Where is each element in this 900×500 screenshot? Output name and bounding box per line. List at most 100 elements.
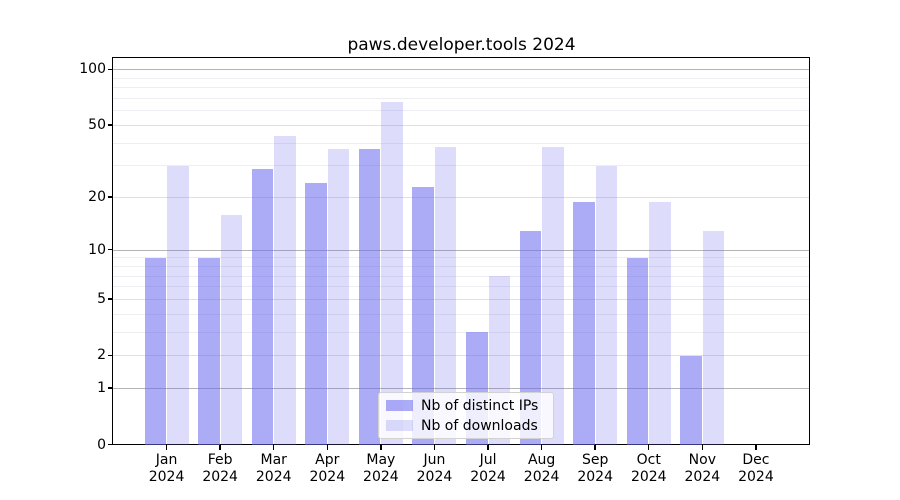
y-tick-label: 5 (97, 290, 106, 307)
x-tick-month: Mar (260, 452, 287, 468)
x-tick-year: 2024 (309, 468, 346, 485)
x-tick-year: 2024 (148, 468, 185, 485)
minor-gridline (113, 98, 809, 100)
y-tick-mark (108, 124, 113, 126)
x-tick-month: Aug (527, 452, 556, 468)
y-tick-mark (108, 387, 113, 389)
y-tick-label: 1 (97, 380, 106, 397)
bar-downloads-jun (434, 147, 457, 445)
minor-gridline (113, 313, 809, 315)
x-tick-mark (487, 445, 489, 450)
x-tick-mark (540, 445, 543, 450)
legend-swatch-distinct-ips (386, 400, 413, 411)
x-tick-year: 2024 (738, 468, 774, 485)
x-tick-month: May (366, 452, 396, 468)
bar-distinct-ips-may (358, 149, 381, 445)
bar-downloads-mar (274, 135, 296, 445)
y-tick-mark (108, 298, 113, 300)
x-tick-month: Nov (688, 452, 716, 468)
bar-downloads-aug (542, 147, 564, 445)
y-tick-mark (108, 248, 113, 251)
x-tick-label: Jan 2024 (139, 452, 195, 485)
legend-swatch-downloads (386, 420, 413, 431)
x-tick-label: May 2024 (353, 452, 409, 485)
x-tick-year: 2024 (470, 468, 506, 485)
bar-distinct-ips-mar (251, 168, 274, 445)
y-tick-mark (108, 354, 113, 356)
x-tick-label: Aug 2024 (514, 452, 570, 485)
x-tick-mark (648, 445, 650, 450)
y-tick-mark (108, 196, 113, 198)
mid-gridline (113, 298, 809, 300)
plot-area (112, 57, 810, 445)
major-gridline (113, 249, 809, 251)
x-tick-month: Apr (315, 452, 340, 468)
bar-distinct-ips-aug (519, 230, 542, 445)
bar-distinct-ips-apr (305, 183, 327, 445)
bar-downloads-feb (220, 214, 243, 445)
x-tick-mark (326, 445, 328, 450)
x-tick-month: Jul (479, 452, 497, 468)
minor-gridline (113, 142, 809, 144)
minor-gridline (113, 87, 809, 89)
y-tick-mark (108, 443, 113, 446)
y-tick-label: 0 (97, 436, 106, 453)
y-tick-label: 20 (88, 189, 106, 206)
minor-gridline (113, 110, 809, 112)
minor-gridline (113, 286, 809, 288)
minor-gridline (113, 77, 809, 79)
y-tick-label: 100 (79, 61, 106, 78)
x-tick-label: Oct 2024 (621, 452, 677, 485)
x-tick-mark (219, 445, 221, 450)
x-tick-mark (755, 445, 757, 450)
x-tick-month: Jan (155, 452, 178, 468)
bar-downloads-may (381, 102, 403, 445)
legend-item-downloads: Nb of downloads (386, 417, 545, 434)
bar-distinct-ips-jun (412, 186, 434, 445)
x-tick-label: Nov 2024 (674, 452, 730, 485)
bar-distinct-ips-feb (198, 257, 220, 445)
y-tick-label: 50 (88, 116, 106, 133)
y-tick-label: 10 (88, 241, 106, 258)
x-tick-label: Apr 2024 (299, 452, 355, 485)
bar-downloads-apr (327, 149, 350, 445)
x-tick-year: 2024 (416, 468, 453, 485)
x-tick-year: 2024 (577, 468, 613, 485)
x-tick-year: 2024 (363, 468, 399, 485)
legend-label-downloads: Nb of downloads (421, 417, 538, 434)
bar-downloads-sep (595, 165, 618, 445)
x-tick-mark (701, 445, 704, 450)
bar-distinct-ips-sep (573, 201, 595, 445)
legend: Nb of distinct IPs Nb of downloads (378, 392, 554, 439)
x-tick-label: Sep 2024 (567, 452, 623, 485)
mid-gridline (113, 197, 809, 199)
y-tick-label: 2 (97, 347, 106, 364)
x-tick-year: 2024 (630, 468, 667, 485)
minor-gridline (113, 331, 809, 333)
chart-title: paws.developer.tools 2024 (347, 35, 576, 55)
x-tick-label: Jul 2024 (460, 452, 516, 485)
x-tick-label: Dec 2024 (728, 452, 784, 485)
x-tick-year: 2024 (255, 468, 292, 485)
y-tick-mark (108, 68, 113, 71)
bar-distinct-ips-oct (626, 257, 649, 445)
x-tick-year: 2024 (202, 468, 238, 485)
minor-gridline (113, 265, 809, 267)
minor-gridline (113, 165, 809, 167)
x-tick-month: Oct (636, 452, 661, 468)
x-tick-label: Mar 2024 (246, 452, 302, 485)
x-tick-month: Dec (742, 452, 770, 468)
x-tick-mark (433, 445, 436, 450)
bar-downloads-jan (167, 165, 189, 445)
x-tick-mark (380, 445, 382, 450)
mid-gridline (113, 124, 809, 126)
x-tick-label: Feb 2024 (192, 452, 248, 485)
minor-gridline (113, 257, 809, 259)
major-gridline (113, 388, 809, 390)
x-tick-mark (594, 445, 596, 450)
x-tick-month: Jun (423, 452, 446, 468)
legend-item-distinct-ips: Nb of distinct IPs (386, 397, 545, 414)
bar-distinct-ips-nov (680, 355, 702, 445)
legend-label-distinct-ips: Nb of distinct IPs (421, 397, 539, 414)
x-tick-label: Jun 2024 (406, 452, 462, 485)
